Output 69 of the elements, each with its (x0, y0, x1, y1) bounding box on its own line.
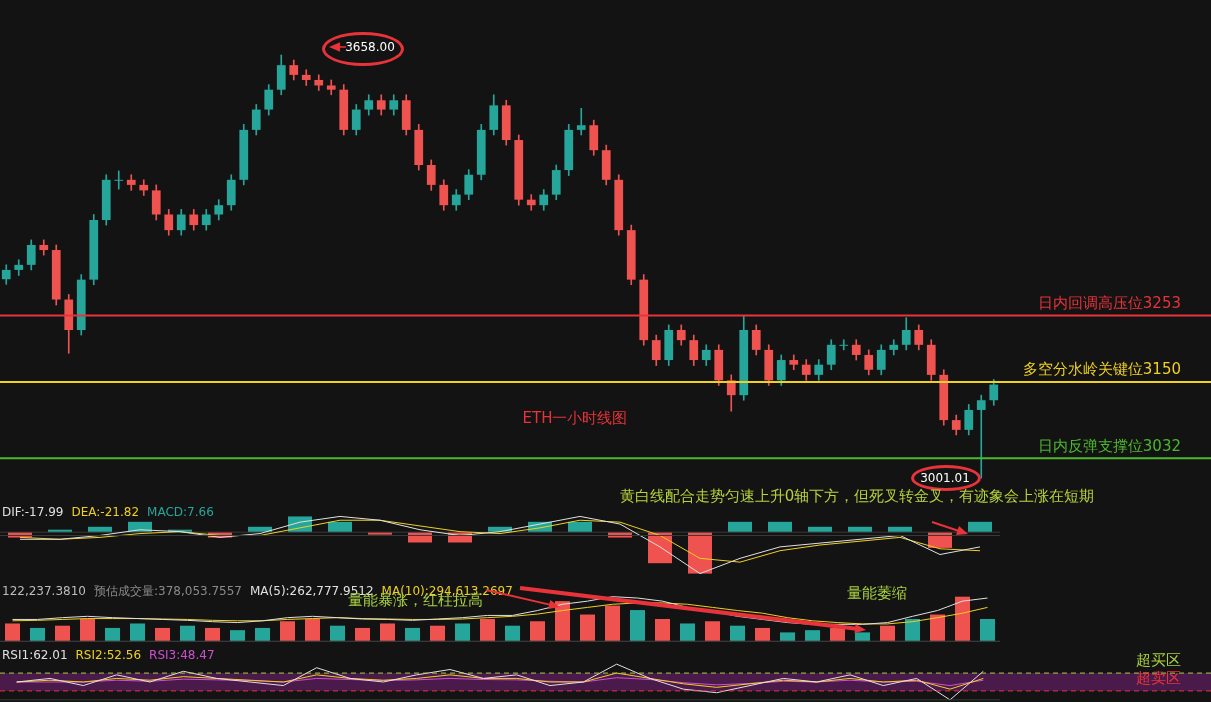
bar (505, 625, 520, 642)
ref-line-label: 日内反弹支撑位3032 (1037, 436, 1181, 455)
bar (655, 619, 670, 642)
bar (730, 625, 745, 642)
bar (530, 621, 545, 642)
ref-line-label: 多空分水岭关键位3150 (1022, 360, 1181, 379)
series-label: RSI3:48.47 (149, 648, 215, 662)
candlestick (839, 339, 849, 351)
bar (830, 627, 845, 642)
bar (580, 614, 595, 642)
bar (848, 526, 872, 533)
bar (405, 627, 420, 642)
bar (55, 625, 70, 642)
bar (880, 625, 895, 642)
bar (30, 627, 45, 642)
bar (980, 619, 995, 642)
bar (355, 627, 370, 642)
bar (380, 623, 395, 642)
series-label: DEA:-21.82 (71, 505, 140, 519)
bar (180, 625, 195, 642)
bar (705, 621, 720, 642)
bar (780, 632, 795, 642)
bar (430, 625, 445, 642)
ref-line-label: 日内回调高压位3253 (1037, 294, 1181, 313)
candlestick (114, 170, 124, 190)
chart-subtitle: 预估成交量:378,053.7557 (93, 584, 243, 598)
bar (230, 630, 245, 642)
bar (205, 627, 220, 642)
candlestick (576, 107, 586, 136)
bar (930, 614, 945, 642)
series-label: 122,237.3810 (2, 584, 86, 598)
ref-line-label: 超买区 (1136, 651, 1181, 670)
bar (888, 526, 912, 533)
bar (605, 605, 620, 642)
bar (5, 623, 20, 642)
bar (728, 521, 752, 533)
bar (805, 630, 820, 642)
bar (155, 627, 170, 642)
bar (768, 521, 792, 533)
series-label: DIF:-17.99 (2, 505, 64, 519)
bar (755, 627, 770, 642)
text: 3658.00 (345, 40, 395, 54)
bar (808, 526, 832, 533)
bar (568, 521, 592, 533)
bar (280, 621, 295, 642)
bar (955, 596, 970, 642)
bar (680, 623, 695, 642)
bar (630, 610, 645, 642)
bar (905, 619, 920, 642)
annotation: ETH一小时线图 (522, 408, 628, 428)
text: 黄白线配合走势匀速上升0轴下方，但死叉转金叉，有迹象会上涨在短期 (619, 486, 1095, 506)
ref-line-label: 超卖区 (1136, 669, 1181, 688)
bar (480, 619, 495, 642)
bar (88, 526, 112, 533)
series-label: RSI1:62.01 (2, 648, 68, 662)
bar (555, 601, 570, 642)
annotation: 3001.01 (920, 471, 970, 485)
bar (255, 627, 270, 642)
bar (305, 619, 320, 642)
bar (330, 625, 345, 642)
bar (455, 623, 470, 642)
annotation: 量能萎缩 (847, 583, 907, 603)
bar (130, 623, 145, 642)
bar (328, 521, 352, 533)
bar (105, 627, 120, 642)
series-label: RSI2:52.56 (75, 648, 142, 662)
candlestick (976, 394, 986, 479)
bar (80, 619, 95, 642)
series-label: MACD:7.66 (147, 505, 214, 519)
